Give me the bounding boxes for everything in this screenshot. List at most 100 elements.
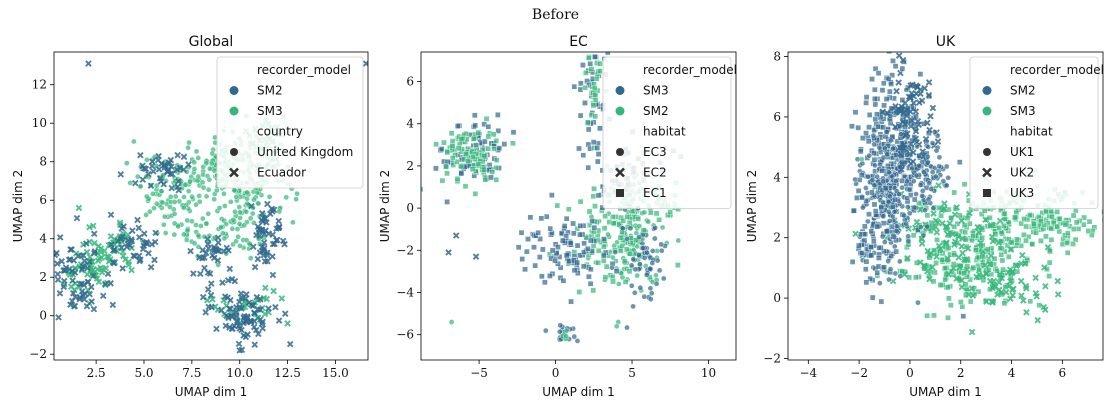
data-point — [622, 279, 629, 285]
data-point — [951, 238, 959, 245]
data-point — [109, 301, 117, 309]
data-point — [967, 220, 973, 227]
data-point — [634, 243, 640, 250]
data-point — [264, 257, 271, 265]
data-point — [613, 323, 620, 330]
data-point — [1033, 229, 1039, 236]
data-point — [945, 314, 951, 321]
legend-uk: recorder_model SM2 SM3 habitat UK1 UK2 UK3 — [969, 56, 1104, 209]
data-point — [83, 302, 91, 310]
data-point — [866, 211, 872, 218]
data-point — [110, 260, 118, 267]
data-point — [903, 87, 910, 93]
data-point — [874, 223, 881, 230]
data-point — [1007, 295, 1014, 303]
data-point — [269, 253, 276, 260]
data-point — [958, 299, 964, 305]
data-point — [563, 333, 569, 339]
data-point — [899, 184, 905, 191]
y-tick-label: 12 — [32, 78, 47, 92]
data-point — [988, 233, 996, 241]
data-point — [85, 60, 92, 67]
data-point — [171, 231, 178, 238]
data-point — [917, 90, 924, 98]
y-axis-label-uk: UMAP dim 2 — [745, 170, 759, 243]
data-point — [118, 225, 126, 232]
data-point — [872, 86, 878, 93]
data-point — [91, 249, 98, 257]
y-tick-label: 6 — [406, 75, 414, 89]
data-point — [859, 250, 865, 256]
data-point — [203, 193, 210, 200]
data-point — [1041, 221, 1048, 228]
data-point — [915, 299, 921, 306]
data-point — [643, 272, 650, 278]
data-point — [858, 172, 865, 178]
data-point — [1013, 262, 1020, 270]
data-point — [1070, 212, 1077, 219]
data-point — [936, 154, 943, 161]
data-point — [868, 244, 874, 250]
data-point — [874, 269, 881, 276]
data-point — [653, 272, 659, 279]
data-point — [935, 182, 942, 189]
data-point — [146, 208, 153, 215]
data-point — [593, 46, 598, 51]
data-point — [610, 41, 615, 46]
data-point — [944, 231, 952, 238]
y-tick-label: 0 — [406, 201, 414, 215]
data-point — [903, 220, 910, 227]
data-point — [168, 170, 176, 178]
data-point — [496, 145, 503, 151]
data-point — [89, 272, 97, 280]
data-point — [958, 243, 966, 250]
data-point — [876, 245, 883, 251]
panel-title-ec: EC — [569, 34, 588, 50]
data-point — [204, 286, 212, 293]
data-point — [933, 260, 939, 266]
data-point — [945, 284, 951, 291]
data-point — [933, 147, 940, 154]
data-point — [925, 144, 931, 150]
data-point — [909, 165, 916, 172]
data-point — [144, 157, 150, 163]
data-point — [134, 216, 141, 224]
data-point — [131, 252, 139, 260]
data-point — [871, 150, 877, 156]
data-point — [932, 223, 939, 231]
data-point — [555, 260, 561, 267]
data-point — [899, 56, 907, 64]
data-point — [215, 239, 222, 246]
data-point — [1008, 269, 1016, 276]
data-point — [956, 263, 963, 271]
data-point — [60, 267, 67, 274]
data-point — [960, 313, 967, 320]
data-point — [913, 218, 921, 226]
data-point — [1101, 217, 1103, 223]
data-point — [938, 212, 944, 219]
data-point — [199, 246, 206, 254]
data-point — [871, 182, 878, 189]
data-point — [610, 278, 616, 285]
data-point — [237, 242, 243, 249]
data-point — [463, 151, 469, 157]
data-point — [863, 185, 869, 191]
data-point — [863, 94, 870, 100]
data-point — [636, 223, 643, 229]
data-point — [211, 196, 217, 203]
data-point — [207, 291, 215, 299]
data-point — [185, 188, 192, 194]
data-point — [275, 317, 283, 324]
data-point — [869, 76, 875, 82]
data-point — [180, 204, 187, 211]
data-point — [260, 251, 268, 259]
data-point — [163, 168, 171, 175]
data-point — [128, 266, 135, 274]
data-point — [943, 226, 951, 233]
data-point — [475, 161, 482, 167]
data-point — [202, 309, 209, 316]
data-point — [107, 211, 115, 219]
data-point — [539, 273, 545, 280]
data-point — [924, 312, 930, 319]
